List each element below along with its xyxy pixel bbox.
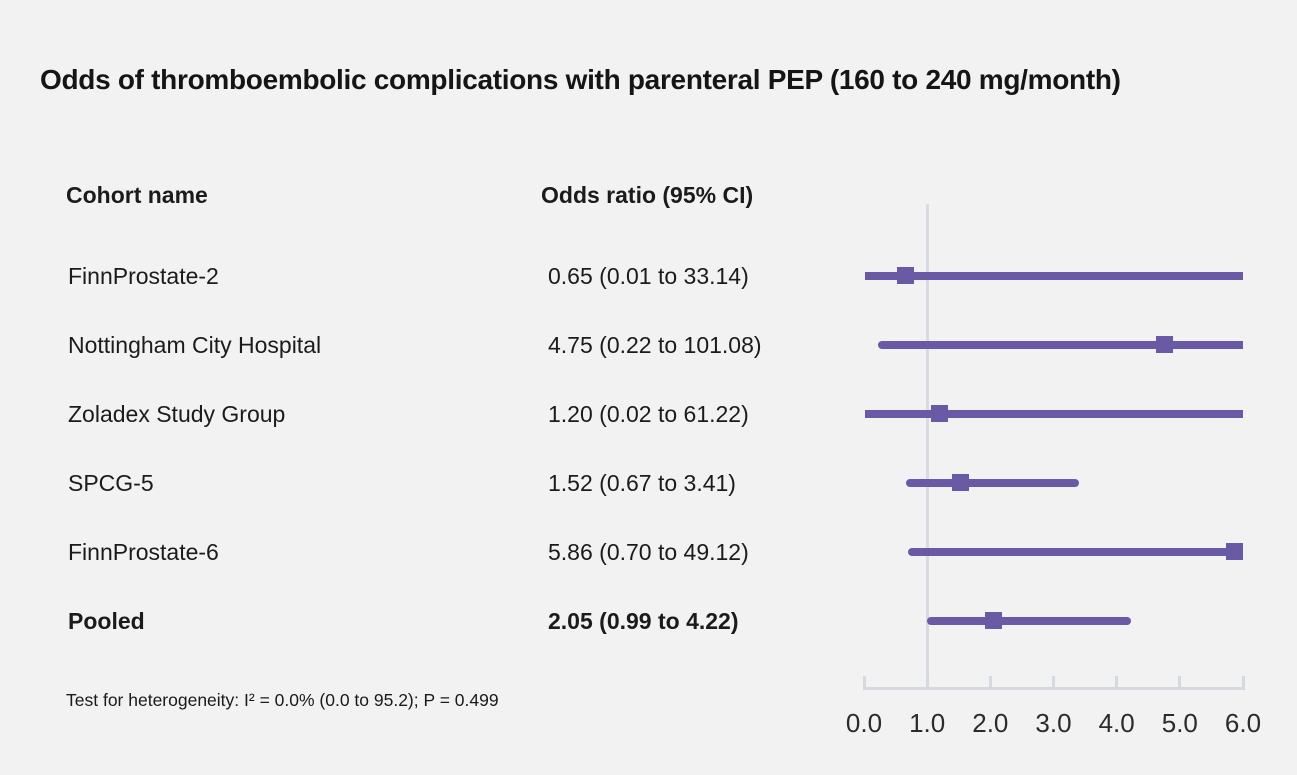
x-axis-tick (1115, 676, 1119, 690)
cohort-name: FinnProstate-6 (68, 538, 219, 565)
point-estimate-marker (896, 267, 914, 284)
point-estimate-marker (951, 474, 969, 491)
x-axis-tick (862, 676, 866, 690)
cohort-name: Nottingham City Hospital (68, 331, 322, 358)
x-axis-tick (1178, 676, 1182, 690)
confidence-interval-bar (877, 340, 1243, 349)
cohort-name: Pooled (68, 607, 145, 634)
x-axis-tick-label: 6.0 (1224, 708, 1262, 738)
cohort-name: Zoladex Study Group (68, 400, 286, 427)
confidence-interval-bar (864, 271, 1243, 280)
confidence-interval-bar (926, 616, 1131, 625)
confidence-interval-bar (908, 547, 1243, 556)
x-axis-tick-label: 0.0 (845, 708, 883, 738)
confidence-interval-bar (865, 409, 1243, 418)
point-estimate-marker (984, 612, 1002, 629)
forest-plot: 0.0 1.0 2.0 3.0 4.0 5.0 6.0 (846, 195, 1261, 755)
confidence-interval-bar (906, 478, 1080, 487)
odds-ratio-value: 2.05 (0.99 to 4.22) (548, 607, 739, 634)
x-axis-tick-label: 1.0 (909, 708, 946, 738)
x-axis-tick (1052, 676, 1055, 690)
x-axis-tick (988, 676, 992, 690)
x-axis-tick (925, 676, 929, 690)
figure-title: Odds of thromboembolic complications wit… (40, 64, 1121, 95)
reference-line-1 (925, 204, 929, 690)
odds-ratio-value: 5.86 (0.70 to 49.12) (548, 538, 749, 565)
point-estimate-marker (931, 405, 949, 422)
x-axis-tick-label: 2.0 (972, 708, 1009, 738)
cohort-name: SPCG-5 (68, 469, 154, 496)
column-header-cohort-name: Cohort name (66, 182, 208, 208)
column-header-odds-ratio: Odds ratio (95% CI) (541, 182, 754, 208)
odds-ratio-value: 1.20 (0.02 to 61.22) (548, 400, 749, 427)
x-axis-tick-label: 3.0 (1035, 708, 1072, 738)
point-estimate-marker (1155, 336, 1173, 353)
odds-ratio-value: 0.65 (0.01 to 33.14) (548, 262, 749, 289)
odds-ratio-value: 1.52 (0.67 to 3.41) (548, 469, 736, 496)
x-axis-tick (1241, 676, 1245, 690)
heterogeneity-footnote: Test for heterogeneity: I² = 0.0% (0.0 t… (66, 690, 499, 710)
x-axis-tick-label: 4.0 (1098, 708, 1135, 738)
cohort-name: FinnProstate-2 (68, 262, 219, 289)
odds-ratio-value: 4.75 (0.22 to 101.08) (548, 331, 762, 358)
x-axis-tick-label: 5.0 (1161, 708, 1198, 738)
point-estimate-marker (1225, 543, 1243, 560)
